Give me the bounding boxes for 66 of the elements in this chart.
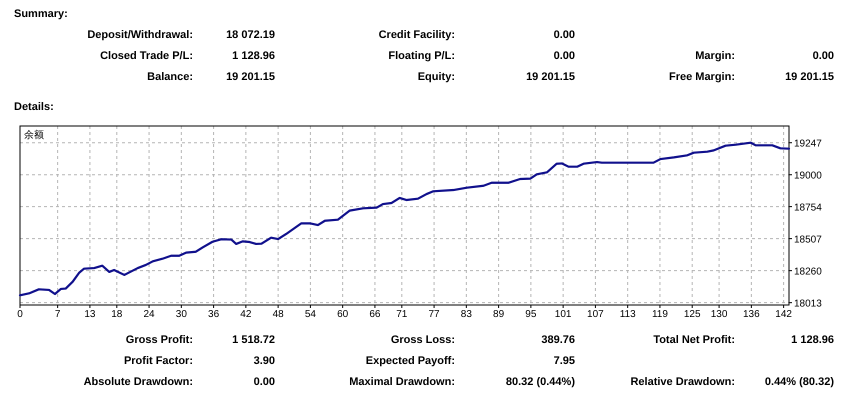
- text: 7.95: [554, 355, 575, 367]
- legend: 余额: [24, 130, 44, 141]
- y-tick-label: 18013: [794, 298, 822, 310]
- y-tick-label: 18754: [794, 202, 822, 214]
- x-tick-label: 101: [554, 309, 572, 320]
- x-tick-label: 142: [775, 309, 792, 320]
- text: 0.00: [554, 50, 575, 62]
- text: 19 201.15: [226, 71, 275, 83]
- text: 1 518.72: [232, 334, 275, 346]
- x-tick-label: 30: [176, 309, 188, 320]
- x-tick-label: 113: [620, 309, 636, 320]
- x-tick-label: 89: [493, 309, 505, 320]
- x-tick-label: 0: [17, 309, 24, 320]
- text: Equity:: [418, 71, 455, 83]
- x-tick-label: 18: [111, 309, 123, 320]
- text: Deposit/Withdrawal:: [87, 29, 193, 41]
- text: 389.76: [541, 334, 575, 346]
- x-tick-label: 136: [743, 309, 760, 320]
- x-tick-label: 24: [144, 309, 156, 320]
- text: Details:: [14, 101, 54, 113]
- x-tick-label: 71: [396, 309, 408, 320]
- x-tick-label: 107: [587, 309, 604, 320]
- text: Closed Trade P/L:: [100, 50, 193, 62]
- x-tick-label: 36: [208, 309, 220, 320]
- text: 19 201.15: [526, 71, 575, 83]
- text: Free Margin:: [668, 71, 735, 83]
- text: Credit Facility:: [378, 29, 455, 41]
- text: Profit Factor:: [124, 355, 193, 367]
- x-tick-label: 7: [54, 309, 61, 320]
- text: Total Net Profit:: [653, 334, 735, 346]
- x-tick-label: 54: [304, 309, 316, 320]
- x-tick-label: 77: [428, 309, 440, 320]
- text: Gross Loss:: [390, 334, 455, 346]
- x-tick-label: 42: [240, 309, 252, 320]
- x-tick-label: 60: [337, 309, 349, 320]
- text: 0.00: [554, 29, 575, 41]
- x-tick-label: 48: [272, 309, 284, 320]
- text: 1 128.96: [232, 50, 275, 62]
- text: Floating P/L:: [388, 50, 455, 62]
- text: 0.44% (80.32): [764, 376, 834, 388]
- y-tick-label: 19000: [794, 170, 822, 182]
- text: 80.32 (0.44%): [506, 376, 576, 388]
- text: 19 201.15: [785, 71, 834, 83]
- text: Expected Payoff:: [366, 355, 455, 367]
- y-tick-label: 18507: [794, 234, 822, 246]
- text: 18 072.19: [226, 29, 275, 41]
- text: Gross Profit:: [126, 334, 193, 346]
- x-tick-label: 119: [652, 309, 668, 320]
- text: Absolute Drawdown:: [84, 376, 193, 388]
- text: Relative Drawdown:: [630, 376, 735, 388]
- y-tick-label: 19247: [794, 138, 822, 150]
- x-tick-label: 13: [84, 309, 96, 320]
- text: 0.00: [812, 50, 834, 62]
- text: 1 128.96: [791, 334, 834, 346]
- x-tick-label: 83: [460, 309, 472, 320]
- y-tick-label: 18260: [794, 266, 822, 278]
- x-tick-label: 66: [369, 309, 381, 320]
- text: 3.90: [254, 355, 275, 367]
- x-tick-label: 130: [710, 309, 728, 320]
- x-tick-label: 95: [525, 309, 537, 320]
- text: Balance:: [147, 71, 193, 83]
- text: Summary:: [14, 8, 68, 20]
- text: Margin:: [695, 50, 735, 62]
- text: Maximal Drawdown:: [349, 376, 455, 388]
- text: 0.00: [254, 376, 275, 388]
- x-tick-label: 125: [684, 309, 701, 320]
